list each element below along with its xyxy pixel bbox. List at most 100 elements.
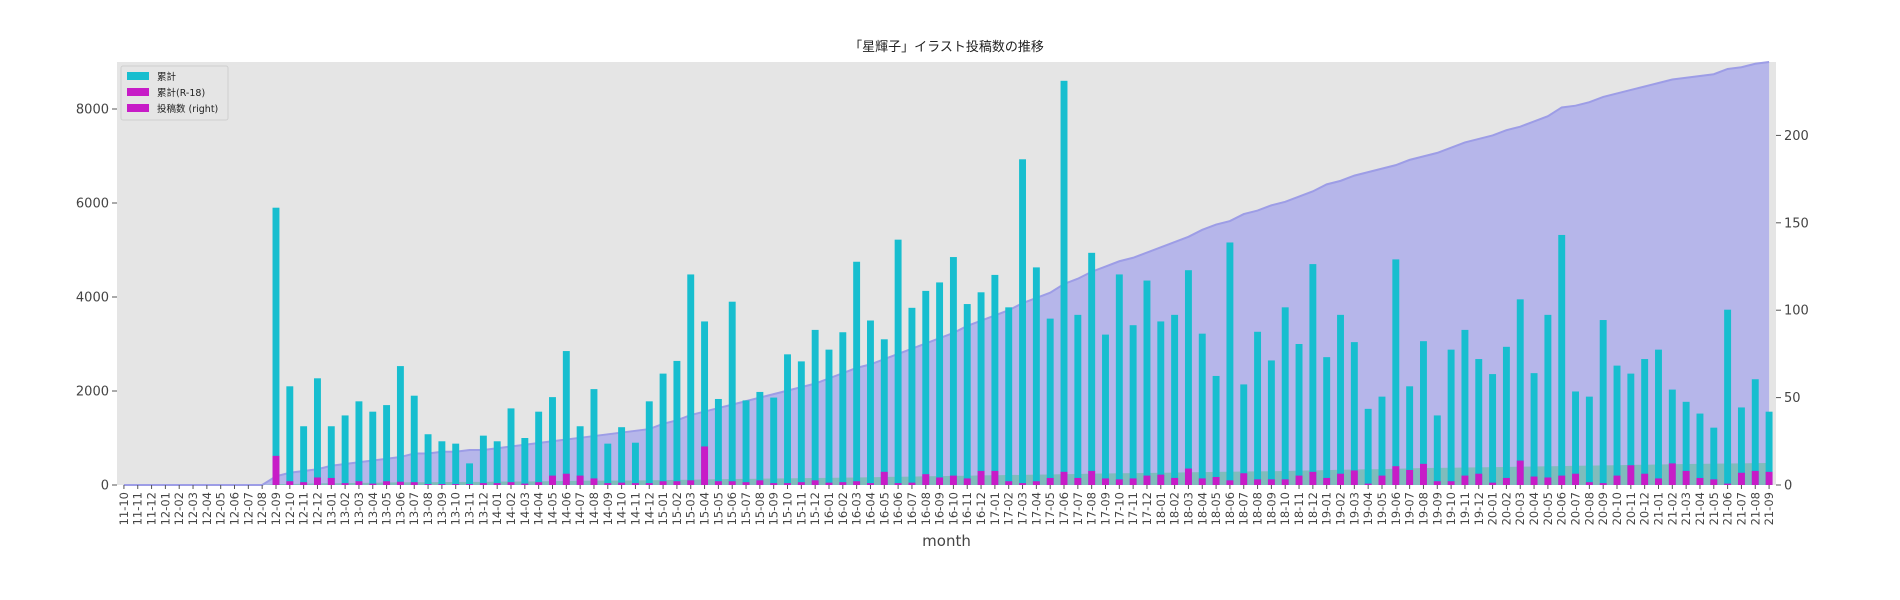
x-tick-label: 12-06 — [228, 492, 242, 525]
bar-total — [659, 373, 667, 485]
bar-total — [1088, 252, 1096, 485]
legend-swatch — [127, 88, 149, 96]
bar-r18 — [659, 481, 667, 485]
bar-total — [1005, 307, 1013, 485]
bar-r18 — [479, 483, 487, 485]
x-tick-label: 15-12 — [808, 492, 822, 525]
bar-total — [604, 443, 612, 485]
legend-label: 累計 — [157, 71, 177, 83]
x-tick-label: 12-02 — [172, 492, 186, 525]
x-tick-label: 15-03 — [684, 492, 698, 525]
bar-r18 — [701, 446, 709, 485]
x-tick-label: 18-02 — [1168, 492, 1182, 525]
bar-r18 — [867, 483, 874, 485]
bar-r18 — [327, 477, 335, 485]
x-tick-label: 20-10 — [1610, 492, 1624, 525]
bar-r18 — [784, 483, 791, 485]
x-tick-label: 15-07 — [739, 492, 753, 525]
bar-r18 — [1489, 482, 1497, 485]
x-tick-label: 17-01 — [988, 492, 1002, 525]
bar-r18 — [894, 483, 902, 485]
bar-r18 — [1143, 475, 1151, 485]
bar-total — [466, 463, 473, 485]
bar-r18 — [1765, 471, 1773, 485]
x-tick-label: 20-06 — [1555, 492, 1569, 525]
bar-r18 — [1226, 480, 1234, 485]
bar-r18 — [1461, 475, 1469, 485]
bar-total — [1516, 299, 1524, 485]
y2-tick-label: 150 — [1784, 216, 1809, 231]
x-tick-label: 21-07 — [1734, 492, 1748, 525]
x-tick-label: 13-06 — [393, 492, 407, 525]
y2-tick-label: 0 — [1784, 479, 1792, 494]
bar-r18 — [1074, 477, 1082, 485]
bar-total — [590, 389, 598, 485]
bar-r18 — [1212, 477, 1220, 485]
x-tick-label: 20-07 — [1569, 492, 1583, 525]
bar-r18 — [1129, 478, 1137, 485]
y-axis-right: 0 50 100 150 200 — [1776, 129, 1809, 494]
x-tick-label: 18-06 — [1223, 492, 1237, 525]
x-tick-label: 18-08 — [1251, 492, 1265, 525]
bar-r18 — [728, 481, 736, 485]
bar-r18 — [1309, 471, 1317, 485]
x-tick-label: 21-06 — [1721, 492, 1735, 525]
bar-r18 — [1737, 472, 1745, 485]
x-tick-label: 16-10 — [946, 492, 960, 525]
bar-total — [1240, 384, 1248, 485]
x-tick-label: 18-12 — [1306, 492, 1320, 525]
bar-r18 — [1696, 477, 1704, 485]
bar-total — [1378, 396, 1386, 485]
x-tick-label: 14-09 — [601, 492, 615, 525]
bar-total — [1295, 344, 1303, 485]
y-tick-label: 0 — [101, 479, 109, 494]
bar-r18 — [742, 482, 750, 485]
x-tick-label: 18-05 — [1209, 492, 1223, 525]
y2-tick-label: 50 — [1784, 391, 1801, 406]
bar-r18 — [272, 455, 280, 485]
bar-r18 — [1599, 483, 1607, 485]
bar-total — [1032, 267, 1040, 485]
bar-r18 — [604, 483, 612, 485]
bar-total — [1060, 80, 1068, 486]
x-tick-label: 14-12 — [642, 492, 656, 525]
bar-r18 — [1585, 482, 1593, 485]
bar-total — [272, 207, 280, 485]
legend-label: 投稿数 (right) — [157, 103, 218, 115]
bar-r18 — [1157, 474, 1165, 485]
bar-total — [1364, 408, 1372, 485]
bar-total — [1309, 264, 1317, 485]
bar-total — [728, 301, 736, 485]
bar-r18 — [1281, 479, 1289, 485]
x-tick-label: 13-11 — [463, 492, 477, 525]
x-tick-label: 21-02 — [1665, 492, 1679, 525]
y-tick-label: 2000 — [76, 385, 109, 400]
bar-r18 — [549, 475, 556, 485]
bar-r18 — [1682, 470, 1690, 485]
bar-total — [936, 282, 944, 485]
bar-total — [618, 427, 626, 485]
x-tick-label: 15-06 — [725, 492, 739, 525]
bar-total — [549, 397, 556, 485]
x-tick-label: 14-06 — [559, 492, 573, 525]
x-tick-label: 17-08 — [1085, 492, 1099, 525]
bar-total — [1447, 349, 1455, 485]
x-tick-label: 16-03 — [850, 492, 864, 525]
bar-r18 — [521, 483, 529, 485]
bar-total — [963, 304, 971, 485]
bar-r18 — [949, 475, 957, 485]
bar-r18 — [1392, 466, 1400, 485]
bar-total — [1558, 234, 1566, 485]
bar-r18 — [1337, 473, 1344, 485]
bar-layer — [272, 80, 1773, 486]
bar-total — [756, 391, 764, 485]
bar-r18 — [1710, 479, 1718, 485]
bar-total — [1226, 242, 1234, 485]
bar-r18 — [756, 480, 764, 485]
x-tick-label: 15-10 — [781, 492, 795, 525]
bar-total — [631, 442, 639, 485]
bar-r18 — [466, 484, 473, 485]
bar-r18 — [424, 484, 432, 485]
bar-total — [1724, 309, 1732, 485]
bar-total — [1337, 314, 1344, 485]
